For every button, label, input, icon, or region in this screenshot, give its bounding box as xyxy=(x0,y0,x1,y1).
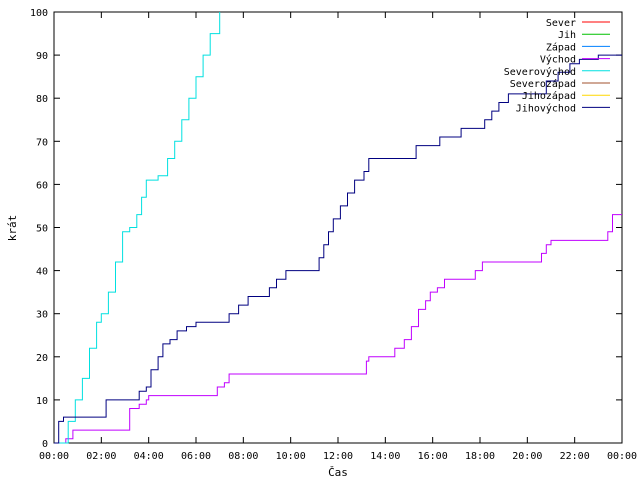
x-tick-label: 10:00 xyxy=(276,451,306,462)
y-tick-label: 20 xyxy=(36,353,48,364)
y-tick-label: 70 xyxy=(36,137,48,148)
x-tick-label: 20:00 xyxy=(512,451,542,462)
legend-label: Severozápad xyxy=(510,78,576,90)
x-tick-label: 12:00 xyxy=(323,451,353,462)
y-tick-label: 10 xyxy=(36,396,48,407)
x-axis-title: Čas xyxy=(328,466,348,479)
legend-label: Jih xyxy=(558,30,576,41)
x-tick-label: 00:00 xyxy=(39,451,69,462)
y-tick-label: 60 xyxy=(36,180,48,191)
series-line-4 xyxy=(54,12,221,444)
y-tick-label: 0 xyxy=(42,439,48,450)
x-tick-label: 22:00 xyxy=(560,451,590,462)
x-tick-label: 16:00 xyxy=(418,451,448,462)
x-tick-label: 00:00 xyxy=(607,451,637,462)
legend-label: Východ xyxy=(540,54,576,66)
legend: SeverJihZápadVýchodSeverovýchodSeverozáp… xyxy=(504,18,610,114)
legend-label: Jihozápad xyxy=(522,90,576,102)
y-tick-label: 100 xyxy=(30,8,48,19)
legend-label: Sever xyxy=(546,18,576,29)
series-line-7 xyxy=(54,54,622,444)
y-tick-label: 50 xyxy=(36,224,48,235)
x-tick-label: 06:00 xyxy=(181,451,211,462)
series-lines xyxy=(54,12,622,444)
axis-ticks: 0 10 20 30 40 50 60 70 80 90 100 00:00 02:00 04:00 06:… xyxy=(30,8,637,462)
x-tick-label: 18:00 xyxy=(465,451,495,462)
series-line-3 xyxy=(54,214,622,444)
legend-label: Jihovýchod xyxy=(516,102,576,114)
legend-label: Západ xyxy=(546,41,576,53)
y-tick-label: 30 xyxy=(36,310,48,321)
y-tick-label: 80 xyxy=(36,94,48,105)
x-tick-label: 02:00 xyxy=(86,451,116,462)
x-tick-label: 08:00 xyxy=(228,451,258,462)
x-tick-label: 14:00 xyxy=(370,451,400,462)
y-axis-title: krát xyxy=(6,215,19,242)
y-tick-label: 40 xyxy=(36,267,48,278)
legend-label: Severovýchod xyxy=(504,66,576,78)
y-tick-label: 90 xyxy=(36,51,48,62)
x-tick-label: 04:00 xyxy=(134,451,164,462)
